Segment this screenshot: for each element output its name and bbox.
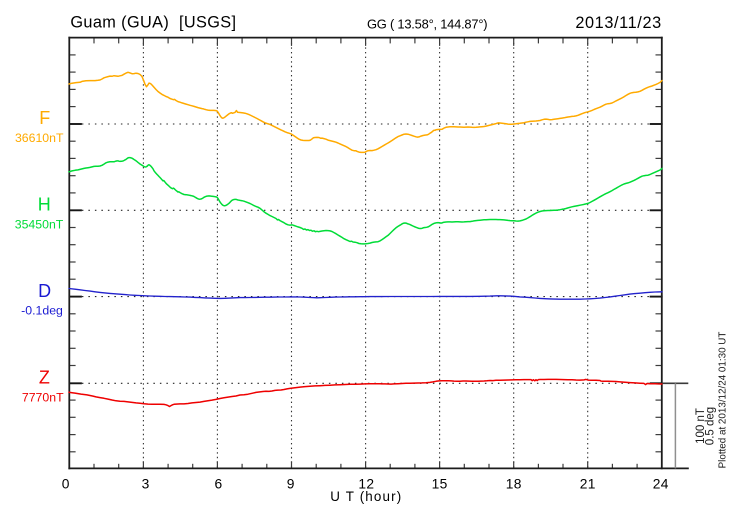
svg-text:100 nT: 100 nT xyxy=(695,408,707,444)
svg-text:15: 15 xyxy=(432,476,448,491)
svg-text:18: 18 xyxy=(506,476,522,491)
svg-text:24: 24 xyxy=(653,476,669,491)
svg-text:9: 9 xyxy=(287,476,295,491)
svg-text:GG ( 13.58°, 144.87°): GG ( 13.58°, 144.87°) xyxy=(367,17,487,32)
svg-text:Plotted at 2013/12/24 01:30 UT: Plotted at 2013/12/24 01:30 UT xyxy=(718,332,729,469)
svg-text:35450nT: 35450nT xyxy=(15,217,64,231)
svg-text:7770nT: 7770nT xyxy=(22,390,64,404)
svg-text:U T (hour): U T (hour) xyxy=(330,489,402,504)
svg-text:0.5 deg: 0.5 deg xyxy=(705,407,717,445)
svg-text:2013/11/23: 2013/11/23 xyxy=(575,14,661,32)
svg-text:36610nT: 36610nT xyxy=(15,131,64,145)
svg-text:Z: Z xyxy=(39,368,50,388)
svg-text:12: 12 xyxy=(358,476,374,491)
svg-text:21: 21 xyxy=(580,476,596,491)
svg-text:H: H xyxy=(38,195,51,215)
svg-text:Guam (GUA) [USGS]: Guam (GUA) [USGS] xyxy=(70,14,236,32)
svg-text:6: 6 xyxy=(215,476,223,491)
svg-text:-0.1deg: -0.1deg xyxy=(21,304,63,318)
svg-text:D: D xyxy=(38,281,51,301)
svg-text:3: 3 xyxy=(142,476,150,491)
svg-text:F: F xyxy=(39,108,50,128)
svg-text:0: 0 xyxy=(62,476,70,491)
